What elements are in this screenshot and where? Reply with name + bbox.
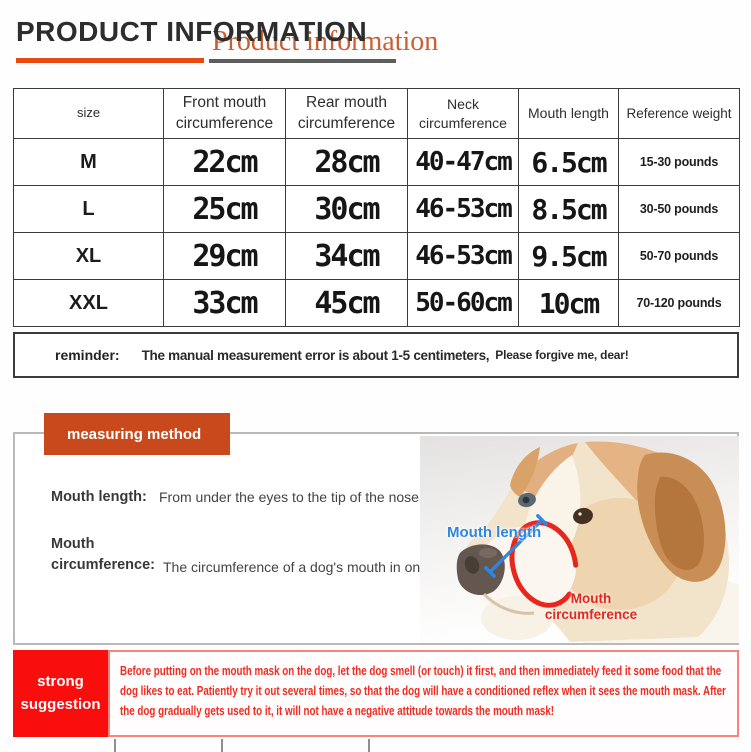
weight-cell: 70-120 pounds — [618, 279, 740, 327]
mouth-circumference-annotation-line1: Mouth — [570, 591, 612, 606]
mouth-length-annotation-label: Mouth length — [447, 524, 542, 541]
front-mouth-cell: 29cm — [163, 232, 286, 280]
dog-nose-highlight — [479, 548, 497, 558]
reminder-suffix: Please forgive me, dear! — [495, 348, 629, 362]
mouth-circumference-annotation-line2: circumference — [544, 607, 638, 622]
weight-cell: 30-50 pounds — [618, 185, 740, 233]
neck-cell: 46-53cm — [407, 232, 519, 280]
strong-suggestion-badge-line1: strong — [37, 673, 84, 690]
dog-mouth-line — [482, 592, 535, 615]
mouth-length-cell: 10cm — [518, 279, 619, 327]
front-mouth-cell: 22cm — [163, 138, 286, 186]
dog-photo — [420, 436, 751, 694]
neck-cell: 50-60cm — [407, 279, 519, 327]
mouth-length-marker — [484, 514, 548, 578]
strong-suggestion-text: Before putting on the mouth mask on the … — [120, 663, 726, 719]
page-title: PRODUCT INFORMATION — [16, 16, 368, 47]
strong-suggestion-badge-line2: suggestion — [20, 695, 101, 713]
size-cell: L — [13, 185, 164, 233]
mouth-length-description: From under the eyes to the tip of the no… — [159, 489, 419, 505]
reminder-text: The manual measurement error is about 1-… — [141, 347, 490, 363]
column-header-reference-weight: Reference weight — [618, 88, 740, 139]
strong-suggestion-text-box: Before putting on the mouth mask on the … — [108, 650, 739, 737]
table-edge-tick — [114, 739, 116, 752]
table-row: XL 29cm 34cm 46-53cm 9.5cm 50-70 pounds — [13, 232, 740, 280]
mouth-circumference-marker — [509, 520, 579, 608]
dog-illustration — [420, 436, 751, 694]
rear-mouth-cell: 34cm — [285, 232, 408, 280]
column-header-front-mouth: Front mouth circumference — [163, 88, 286, 139]
page-subtitle-watermark: Product information — [212, 26, 439, 57]
table-edge-tick — [368, 739, 370, 752]
dog-nostril — [464, 556, 480, 574]
reminder-label: reminder: — [55, 347, 120, 363]
table-row: XXL 33cm 45cm 50-60cm 10cm 70-120 pounds — [13, 279, 740, 327]
rear-mouth-cell: 30cm — [285, 185, 408, 233]
dog-brow-patch — [515, 443, 578, 499]
mouth-circumference-term: Mouth circumference: — [51, 536, 155, 574]
mouth-length-cell: 6.5cm — [518, 138, 619, 186]
dog-eye-highlight — [578, 512, 582, 516]
table-edge-tick — [221, 739, 223, 752]
weight-cell: 15-30 pounds — [618, 138, 740, 186]
size-cell: XXL — [13, 279, 164, 327]
table-row: L 25cm 30cm 46-53cm 8.5cm 30-50 pounds — [13, 185, 740, 233]
size-chart-table: size Front mouth circumference Rear mout… — [13, 88, 740, 327]
neck-cell: 40-47cm — [407, 138, 519, 186]
mouth-length-definition: Mouth length: From under the eyes to the… — [51, 489, 419, 505]
rear-mouth-cell: 28cm — [285, 138, 408, 186]
mouth-length-term: Mouth length: — [51, 489, 147, 505]
dog-ear-right-inner — [654, 476, 704, 570]
mouth-circumference-annotation-label: Mouth circumference — [532, 591, 650, 623]
dog-eye-right — [573, 507, 593, 525]
mouth-length-cell: 9.5cm — [518, 232, 619, 280]
table-row: M 22cm 28cm 40-47cm 6.5cm 15-30 pounds — [13, 138, 740, 186]
size-cell: M — [13, 138, 164, 186]
dog-muzzle — [473, 525, 577, 619]
column-header-mouth-length: Mouth length — [518, 88, 619, 139]
table-header-row: size Front mouth circumference Rear mout… — [13, 88, 740, 139]
weight-cell: 50-70 pounds — [618, 232, 740, 280]
title-underline-accent — [16, 58, 204, 63]
column-header-neck: Neck circumference — [407, 88, 519, 139]
reminder-box: reminder: The manual measurement error i… — [13, 332, 739, 378]
column-header-size: size — [13, 88, 164, 139]
strong-suggestion-badge: strong suggestion — [13, 650, 108, 737]
measuring-method-ribbon: measuring method — [44, 413, 230, 455]
mouth-length-cell: 8.5cm — [518, 185, 619, 233]
column-header-rear-mouth: Rear mouth circumference — [285, 88, 408, 139]
front-mouth-cell: 33cm — [163, 279, 286, 327]
mouth-circumference-description: The circumference of a dog's mouth in on… — [163, 559, 465, 576]
front-mouth-cell: 25cm — [163, 185, 286, 233]
dog-pupil-left — [522, 496, 530, 504]
title-underline-gray — [209, 59, 396, 63]
neck-cell: 46-53cm — [407, 185, 519, 233]
measuring-method-panel: measuring method Mouth length: From unde… — [13, 413, 751, 694]
rear-mouth-cell: 45cm — [285, 279, 408, 327]
size-cell: XL — [13, 232, 164, 280]
mouth-circumference-definition: Mouth circumference: The circumference o… — [51, 534, 465, 576]
dog-ear-left — [510, 447, 540, 497]
